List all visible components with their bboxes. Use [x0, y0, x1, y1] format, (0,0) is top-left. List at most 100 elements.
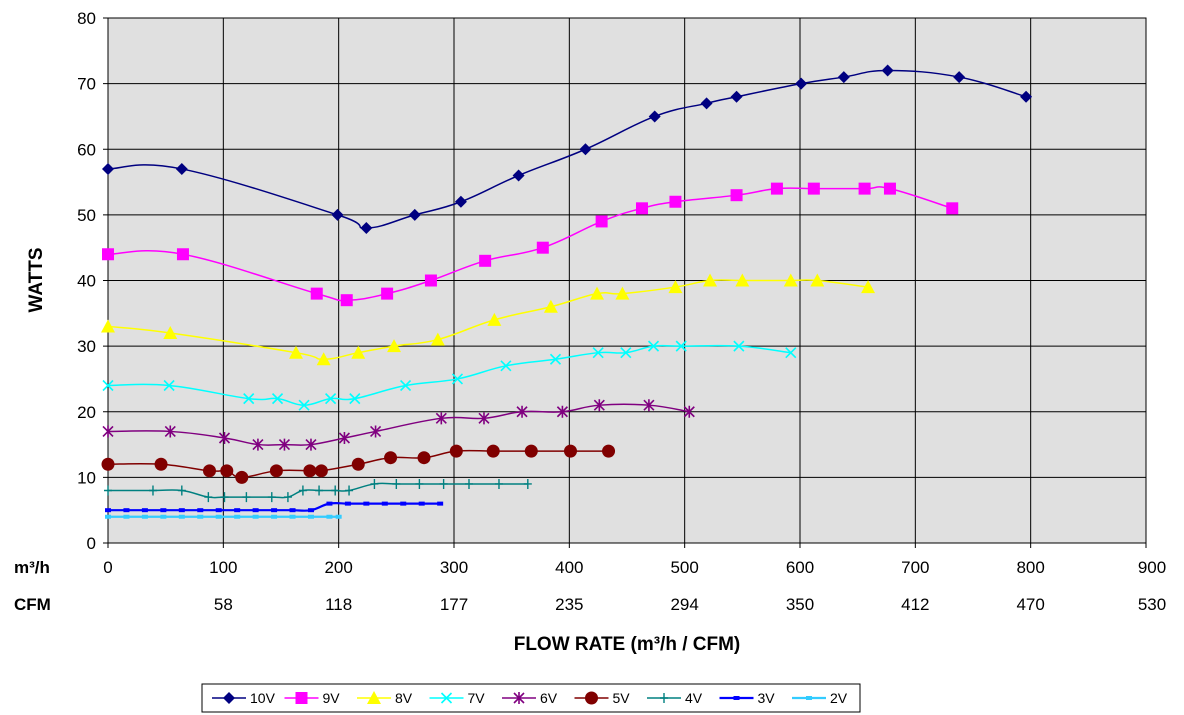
y-tick-label: 60	[77, 140, 96, 159]
data-point-7V	[102, 379, 114, 392]
data-point-9V	[883, 182, 896, 195]
data-point-9V	[858, 182, 871, 195]
legend-marker	[295, 692, 308, 704]
data-point-4V	[242, 492, 251, 503]
data-point-3V	[234, 508, 241, 513]
data-point-7V	[785, 347, 797, 359]
data-point-4V	[392, 478, 401, 489]
data-point-8V	[703, 273, 718, 287]
data-point-3V	[381, 501, 388, 506]
data-point-9V	[770, 182, 783, 195]
legend-entry-8V: 8V	[357, 690, 413, 706]
x-tick-label: 118	[325, 595, 352, 614]
legend-marker	[733, 696, 740, 700]
x-tick-label: 530	[1138, 595, 1166, 614]
x-tick-label: 412	[901, 595, 929, 614]
x-tick-label: 58	[214, 595, 233, 614]
data-point-8V	[387, 339, 402, 353]
series-6V	[102, 399, 695, 451]
series-2V	[105, 514, 342, 519]
data-point-3V	[160, 508, 167, 513]
data-point-5V	[417, 451, 431, 465]
data-point-4V	[148, 485, 157, 496]
x-tick-label: 294	[670, 595, 698, 614]
data-point-3V	[178, 508, 185, 513]
data-point-7V	[163, 379, 175, 392]
data-point-8V	[735, 273, 750, 287]
data-point-3V	[197, 508, 204, 513]
data-point-4V	[204, 492, 213, 503]
data-point-9V	[536, 241, 549, 254]
data-point-10V	[512, 169, 525, 182]
data-point-2V	[215, 514, 222, 519]
data-point-9V	[340, 294, 353, 307]
legend-marker	[440, 692, 453, 704]
y-tick-label: 80	[77, 9, 96, 28]
data-point-9V	[807, 182, 820, 195]
y-tick-label: 10	[77, 468, 96, 487]
data-point-5V	[351, 457, 365, 471]
data-point-6V	[593, 399, 605, 412]
data-point-7V	[620, 347, 632, 359]
data-point-5V	[235, 470, 249, 484]
data-point-3V	[252, 508, 259, 513]
x-tick-label: 235	[555, 595, 583, 614]
x-tick-row-label: CFM	[14, 595, 51, 614]
x-tick-row-label: m³/h	[14, 558, 50, 577]
data-point-7V	[298, 399, 310, 411]
data-point-10V	[795, 77, 808, 90]
data-point-2V	[289, 514, 296, 519]
data-point-2V	[178, 514, 185, 519]
data-point-5V	[486, 444, 500, 458]
data-point-7V	[243, 393, 255, 405]
data-point-4V	[220, 492, 229, 503]
data-point-6V	[643, 399, 655, 412]
data-point-8V	[543, 299, 558, 313]
x-tick-label: 350	[786, 595, 814, 614]
data-point-8V	[668, 280, 683, 294]
data-point-5V	[154, 457, 168, 471]
data-point-4V	[331, 485, 340, 496]
x-tick-label: 470	[1016, 595, 1044, 614]
legend-label: 4V	[685, 690, 703, 706]
data-point-8V	[810, 273, 825, 287]
legend-label: 7V	[468, 690, 486, 706]
data-point-5V	[602, 444, 616, 458]
data-point-6V	[164, 425, 176, 438]
data-point-3V	[307, 508, 314, 513]
data-point-4V	[298, 485, 307, 496]
data-point-10V	[953, 71, 966, 84]
series-line-9V	[107, 186, 953, 302]
data-point-8V	[783, 273, 798, 287]
data-point-9V	[595, 215, 608, 228]
data-point-3V	[437, 501, 444, 506]
data-point-5V	[101, 457, 115, 471]
y-tick-label: 40	[77, 272, 96, 291]
legend-entry-3V: 3V	[719, 690, 775, 706]
data-point-2V	[141, 514, 148, 519]
data-point-4V	[345, 485, 354, 496]
data-point-6V	[338, 432, 350, 444]
series-4V	[104, 478, 532, 503]
series-7V	[102, 340, 797, 411]
data-point-6V	[218, 432, 231, 444]
legend-marker	[585, 691, 598, 705]
data-point-9V	[381, 287, 394, 300]
legend-entry-4V: 4V	[647, 690, 703, 706]
data-point-9V	[946, 202, 959, 215]
data-point-2V	[271, 514, 278, 519]
x-ticks: m³/h 0 100 200 300 400 500 600 700 800 900 CFM 58 118…	[14, 543, 1166, 614]
data-point-2V	[335, 514, 342, 519]
legend-label: 6V	[540, 690, 558, 706]
data-point-2V	[252, 514, 259, 519]
data-point-4V	[439, 478, 448, 489]
data-point-2V	[123, 514, 130, 519]
data-point-8V	[487, 312, 502, 326]
data-point-10V	[175, 162, 188, 175]
data-point-6V	[305, 438, 317, 451]
data-point-10V	[331, 208, 344, 221]
x-axis-title: FLOW RATE (m³/h / CFM)	[514, 634, 741, 655]
series-10V	[102, 64, 1033, 234]
data-point-3V	[400, 501, 407, 506]
